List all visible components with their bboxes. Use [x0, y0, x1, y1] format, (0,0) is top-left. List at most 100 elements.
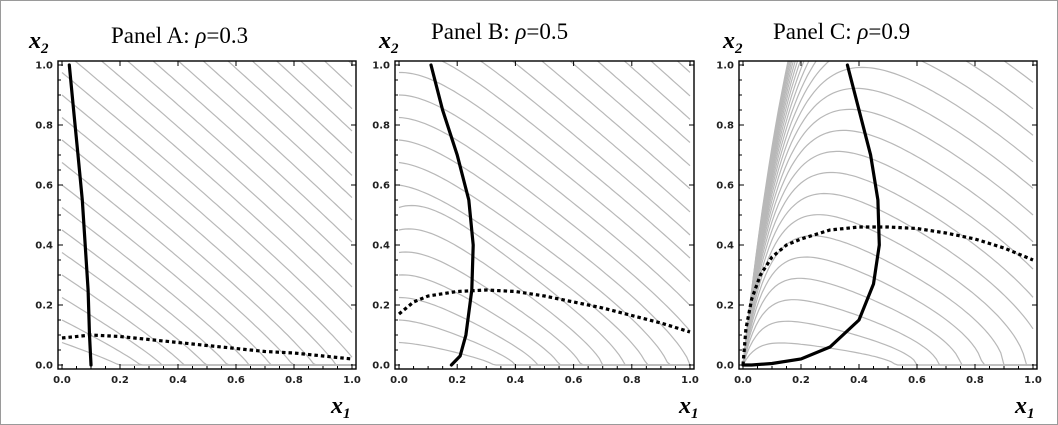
contour-line	[61, 72, 353, 334]
contour-line	[399, 71, 691, 282]
x-tick-label: 0.2	[792, 375, 810, 386]
contour-line	[742, 256, 1033, 366]
contour-line	[299, 61, 353, 110]
solid-series-line	[67, 63, 93, 367]
y-tick-label: 0.4	[35, 241, 53, 252]
contour-line	[202, 61, 353, 199]
contour-line	[440, 61, 691, 259]
contour-lines	[742, 61, 1034, 366]
contour-line	[177, 61, 353, 221]
panel-a: x2 Panel A: ρ=0.3 x1 0.00.00.20.20.40.40…	[28, 23, 361, 422]
x-tick-label: 1.0	[681, 375, 699, 386]
x-tick-label: 0.2	[111, 375, 129, 386]
contour-line	[569, 61, 691, 167]
y-tick-label: 0.8	[716, 121, 734, 132]
contour-line	[398, 139, 691, 366]
contour-line	[742, 61, 790, 366]
x-tick-label: 0.6	[908, 375, 926, 386]
contour-line	[275, 61, 353, 132]
contour-line	[742, 129, 1034, 366]
contour-line	[742, 61, 789, 366]
x-tick-label: 1.0	[343, 375, 361, 386]
panel-b-title: Panel B: ρ=0.5	[431, 19, 568, 44]
y-tick-label: 0.2	[716, 301, 734, 312]
x-tick-label: 0.4	[507, 375, 525, 386]
y-tick-label: 0.6	[35, 181, 53, 192]
contour-line	[61, 162, 352, 366]
contour-line	[742, 61, 796, 366]
contour-line	[742, 299, 1033, 366]
contour-lines	[61, 61, 353, 366]
contour-line	[742, 61, 801, 366]
contour-line	[227, 61, 353, 176]
y-tick-label: 0.4	[372, 241, 390, 252]
x-tick-label: 0.4	[850, 375, 868, 386]
panel-c-y-axis-label: x2	[722, 28, 743, 57]
contour-line	[742, 61, 799, 366]
panel-a-title: Panel A: ρ=0.3	[111, 23, 248, 48]
y-tick-label: 1.0	[35, 61, 53, 72]
contour-line	[596, 61, 691, 143]
contour-line	[742, 235, 1033, 366]
contour-line	[61, 94, 353, 358]
x-tick-label: 0.0	[390, 375, 408, 386]
solid-series-line	[741, 63, 881, 367]
contour-line	[251, 61, 353, 154]
solid-series-line	[429, 63, 475, 367]
contour-line	[540, 61, 691, 190]
contour-lines	[398, 61, 691, 366]
dotted-series-line	[397, 288, 691, 334]
contour-line	[61, 184, 352, 366]
y-tick-label: 0.6	[372, 181, 390, 192]
y-tick-label: 0.0	[716, 361, 734, 372]
panel-c-plot: 0.00.0 0.2 0.2 0.4 0.4 0.6 0.6 0.8 0.8 1.0 1.0	[716, 60, 1042, 386]
contour-line	[742, 61, 1034, 366]
contour-line	[61, 252, 352, 366]
contour-line	[100, 61, 353, 288]
contour-line	[74, 61, 353, 310]
y-tick-label: 1.0	[372, 61, 390, 72]
contour-line	[126, 61, 353, 265]
contour-line	[742, 150, 1034, 366]
contour-line	[623, 61, 691, 120]
contour-line	[742, 61, 805, 366]
x-tick-label: 0.6	[565, 375, 583, 386]
contour-line	[398, 94, 691, 306]
panel-a-x-axis-label: x1	[330, 393, 351, 422]
y-tick-label: 0.2	[35, 301, 53, 312]
contour-line	[650, 61, 691, 97]
contour-line	[152, 61, 353, 243]
panel-b-y-axis-label: x2	[378, 28, 399, 57]
panel-a-plot: 0.00.0 0.2 0.2 0.4 0.4 0.6 0.6 0.8 0.8 1.0 1.0	[35, 60, 361, 386]
panel-b: x2 Panel B: ρ=0.5 x1 0.00.00.20.20.40.40…	[372, 19, 699, 422]
y-tick-label: 0.8	[372, 121, 390, 132]
contour-line	[61, 117, 352, 366]
contour-line	[398, 161, 690, 366]
x-tick-label: 0.2	[448, 375, 466, 386]
x-tick-label: 0.0	[734, 375, 752, 386]
x-tick-label: 1.0	[1024, 375, 1042, 386]
contour-line	[742, 66, 1034, 366]
contour-line	[742, 171, 1034, 366]
dotted-series-line	[741, 225, 1034, 366]
contour-line	[742, 61, 793, 366]
y-tick-label: 0.8	[35, 121, 53, 132]
contour-line	[742, 61, 1034, 366]
y-tick-label: 0.0	[35, 361, 53, 372]
panel-b-x-axis-label: x1	[678, 393, 699, 422]
x-tick-label: 0.8	[285, 375, 303, 386]
y-tick-label: 1.0	[716, 61, 734, 72]
contour-line	[742, 87, 1034, 366]
panel-a-y-axis-label: x2	[28, 28, 49, 57]
y-tick-label: 0.4	[716, 241, 734, 252]
x-tick-label: 0.8	[966, 375, 984, 386]
contour-line	[742, 61, 1034, 366]
contour-line	[398, 184, 690, 366]
y-tick-label: 0.6	[716, 181, 734, 192]
contour-line	[742, 108, 1034, 366]
contour-line	[398, 341, 690, 366]
contour-line	[479, 61, 691, 236]
contour-line	[61, 139, 352, 366]
contour-line	[398, 204, 690, 366]
